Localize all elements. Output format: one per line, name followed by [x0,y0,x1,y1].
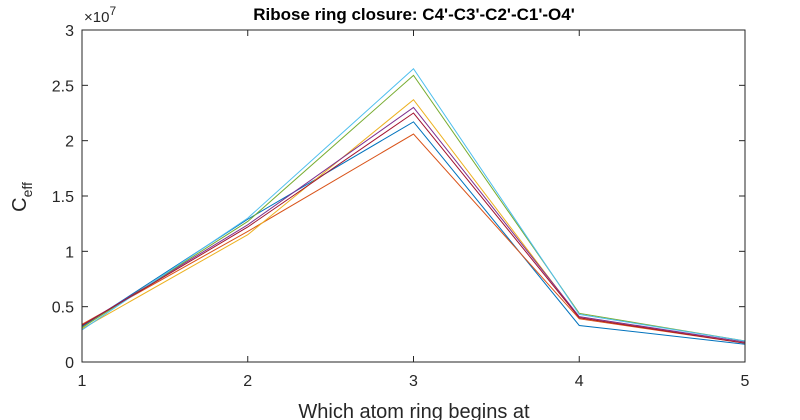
series-line-5 [81,74,746,342]
y-axis-label-main: C [9,197,31,211]
y-tick-label: 0 [65,355,74,372]
x-tick-label: 3 [409,373,418,390]
x-axis-label: Which atom ring begins at [298,401,530,420]
plot-frame [81,29,746,363]
x-tick-label: 4 [575,373,584,390]
y-tick-label: 2 [65,134,74,151]
series-line-7 [81,112,746,344]
y-exponent-base: ×10 [84,9,109,26]
y-tick-label: 2.5 [52,78,74,95]
y-tick-label: 1.5 [52,189,74,206]
series-layer [81,67,746,345]
series-line-2 [81,133,746,344]
series-line-1 [81,121,746,345]
series-line-3 [81,99,746,343]
y-tick-label: 3 [65,23,74,40]
axes: 1 2 3 4 5 0 0.5 1 1.5 2 2.5 3 [52,23,750,390]
chart-title: Ribose ring closure: C4'-C3'-C2'-C1'-O4' [253,5,575,24]
y-axis-label-subscript: eff [19,182,35,197]
y-axis-label: Ceff [9,182,35,212]
svg-text:×107: ×107 [84,4,116,26]
y-exponent-label: ×107 [84,4,116,26]
x-tick-label: 2 [243,373,252,390]
y-exponent-power: 7 [109,4,116,18]
x-tick-label: 5 [741,373,750,390]
series-line-6 [81,67,746,342]
y-tick-label: 1 [65,244,74,261]
x-tick-label: 1 [78,373,87,390]
y-tick-label: 0.5 [52,300,74,317]
series-line-4 [81,106,746,343]
